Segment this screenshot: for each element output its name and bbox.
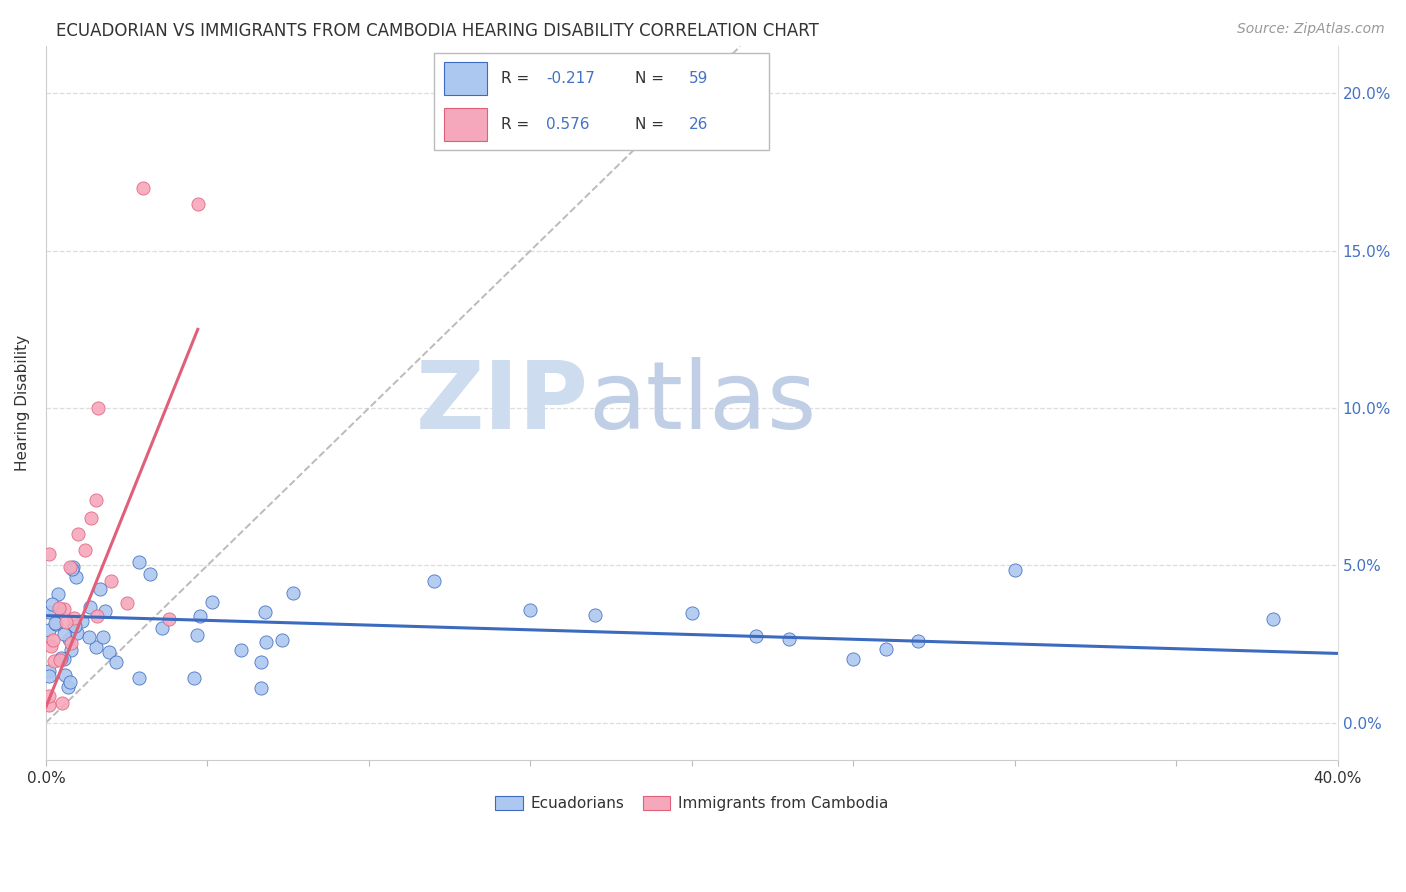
Point (183, 671, 205, 685)
Point (84, 640, 107, 654)
Point (58, 680, 80, 694)
Text: atlas: atlas (589, 358, 817, 450)
Point (250, 655, 273, 669)
Point (62, 611, 84, 625)
Point (38, 698, 60, 713)
Point (62, 560, 84, 574)
Point (59, 675, 82, 690)
Point (132, 181, 155, 195)
Point (86, 609, 108, 624)
Point (254, 635, 277, 649)
Text: ECUADORIAN VS IMMIGRANTS FROM CAMBODIA HEARING DISABILITY CORRELATION CHART: ECUADORIAN VS IMMIGRANTS FROM CAMBODIA H… (56, 22, 820, 40)
Point (86, 401, 108, 415)
Point (281, 586, 304, 600)
Point (188, 609, 211, 624)
Point (778, 632, 800, 646)
Point (186, 628, 208, 642)
Legend: Ecuadorians, Immigrants from Cambodia: Ecuadorians, Immigrants from Cambodia (489, 789, 894, 817)
Point (45, 617, 67, 632)
Point (138, 566, 160, 581)
Point (907, 633, 929, 648)
Point (842, 652, 865, 666)
Point (70, 614, 93, 628)
Point (42, 654, 65, 668)
Point (875, 642, 897, 657)
Point (48, 601, 70, 615)
Point (91, 630, 114, 644)
Point (38, 690, 60, 704)
Point (86, 492, 108, 507)
Point (231, 643, 253, 657)
Point (41, 597, 63, 611)
Point (38, 605, 60, 619)
Point (1263, 611, 1285, 625)
Point (249, 681, 271, 696)
Point (253, 605, 276, 619)
Point (93, 603, 115, 617)
Point (73, 542, 96, 557)
Point (79, 600, 101, 615)
Point (44, 616, 66, 631)
Point (46, 587, 69, 601)
Point (53, 668, 76, 682)
Point (1004, 563, 1026, 577)
Point (48, 600, 70, 615)
Point (53, 602, 76, 616)
Point (49, 653, 72, 667)
Point (519, 603, 541, 617)
Point (51, 696, 73, 710)
Point (49, 651, 72, 665)
Point (66, 626, 89, 640)
Point (100, 574, 122, 588)
Point (422, 574, 444, 589)
Point (77, 630, 100, 644)
Point (38, 623, 60, 637)
Point (745, 629, 768, 643)
Point (60, 562, 83, 576)
Point (128, 671, 150, 685)
Point (65, 570, 87, 584)
Text: ZIP: ZIP (416, 358, 589, 450)
Point (62, 621, 84, 635)
Point (89, 582, 111, 596)
Point (67, 527, 90, 541)
Point (60, 643, 83, 657)
Point (271, 632, 294, 647)
Point (583, 608, 606, 623)
Point (98, 645, 121, 659)
Point (105, 655, 128, 669)
Point (60, 636, 83, 650)
Point (681, 607, 703, 621)
Point (55, 615, 77, 629)
Point (38, 547, 60, 561)
Point (39, 640, 62, 654)
Point (201, 595, 224, 609)
Point (150, 621, 173, 635)
Point (187, 196, 209, 211)
Point (42, 633, 65, 648)
Point (128, 555, 150, 569)
Point (59, 560, 82, 574)
Point (63, 619, 86, 633)
Point (58, 632, 80, 646)
Y-axis label: Hearing Disability: Hearing Disability (15, 335, 30, 471)
Point (38, 669, 60, 683)
Point (52, 652, 75, 666)
Point (38, 664, 60, 678)
Point (157, 612, 180, 626)
Text: Source: ZipAtlas.com: Source: ZipAtlas.com (1237, 22, 1385, 37)
Point (53, 626, 76, 640)
Point (80, 511, 103, 525)
Point (44, 605, 66, 619)
Point (115, 596, 138, 610)
